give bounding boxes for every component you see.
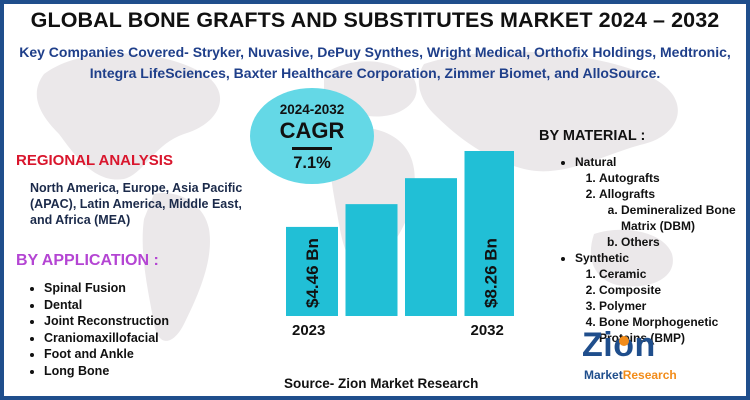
allografts-label: Allografts (599, 187, 656, 201)
regional-analysis-text: North America, Europe, Asia Pacific (APA… (30, 181, 243, 227)
list-item: Composite (599, 282, 746, 298)
list-item: Demineralized Bone Matrix (DBM) (621, 202, 746, 234)
x-tick-label-2032: 2032 (470, 322, 504, 339)
list-item: Joint Reconstruction (44, 313, 169, 330)
regional-analysis-heading: REGIONAL ANALYSIS (16, 152, 173, 169)
cagr-label: CAGR (279, 118, 345, 143)
list-item: Long Bone (44, 363, 169, 380)
bar-1 (286, 226, 338, 316)
list-item: Spinal Fusion (44, 280, 169, 297)
cagr-value: 7.1% (293, 154, 331, 172)
list-item-allografts: Allografts Demineralized Bone Matrix (DB… (599, 186, 746, 250)
cagr-years: 2024-2032 (279, 102, 345, 117)
material-list: Natural Autografts Allografts Deminerali… (559, 154, 746, 346)
bar-data-label-4: $8.26 Bn (482, 238, 501, 308)
key-companies-subtitle: Key Companies Covered- Stryker, Nuvasive… (19, 44, 731, 81)
list-item: Autografts (599, 170, 746, 186)
logo-wordmark: Zion (582, 326, 656, 364)
list-item: Foot and Ankle (44, 346, 169, 363)
synthetic-label: Synthetic (575, 251, 630, 265)
bar-4 (464, 151, 514, 316)
cagr-bubble: 2024-2032 CAGR 7.1% (250, 88, 374, 184)
by-material-heading: BY MATERIAL : (539, 128, 646, 144)
list-item: Dental (44, 297, 169, 314)
source-note: Source- Zion Market Research (284, 376, 479, 391)
list-item: Craniomaxillofacial (44, 330, 169, 347)
logo-sub-left: Market (584, 368, 623, 382)
list-item: Polymer (599, 298, 746, 314)
logo-dot-icon (619, 336, 629, 346)
application-list: Spinal Fusion Dental Joint Reconstructio… (28, 280, 169, 379)
cagr-underline (292, 147, 332, 150)
bar-data-label-1: $4.46 Bn (303, 238, 322, 308)
bar-chart-svg: $4.46 Bn $8.26 Bn (286, 151, 514, 316)
logo-subtitle: MarketResearch (584, 368, 677, 382)
zion-logo: Zion MarketResearch (576, 326, 706, 392)
bar-3 (405, 178, 457, 316)
by-application-heading: BY APPLICATION : (16, 252, 159, 269)
x-tick-label-2023: 2023 (292, 322, 326, 339)
bar-2 (345, 204, 398, 316)
list-item-natural: Natural Autografts Allografts Deminerali… (575, 154, 746, 250)
page-title: GLOBAL BONE GRAFTS AND SUBSTITUTES MARKE… (30, 8, 720, 32)
natural-label: Natural (575, 155, 617, 169)
logo-sub-right: Research (622, 368, 677, 382)
list-item: Others (621, 234, 746, 250)
list-item: Ceramic (599, 266, 746, 282)
